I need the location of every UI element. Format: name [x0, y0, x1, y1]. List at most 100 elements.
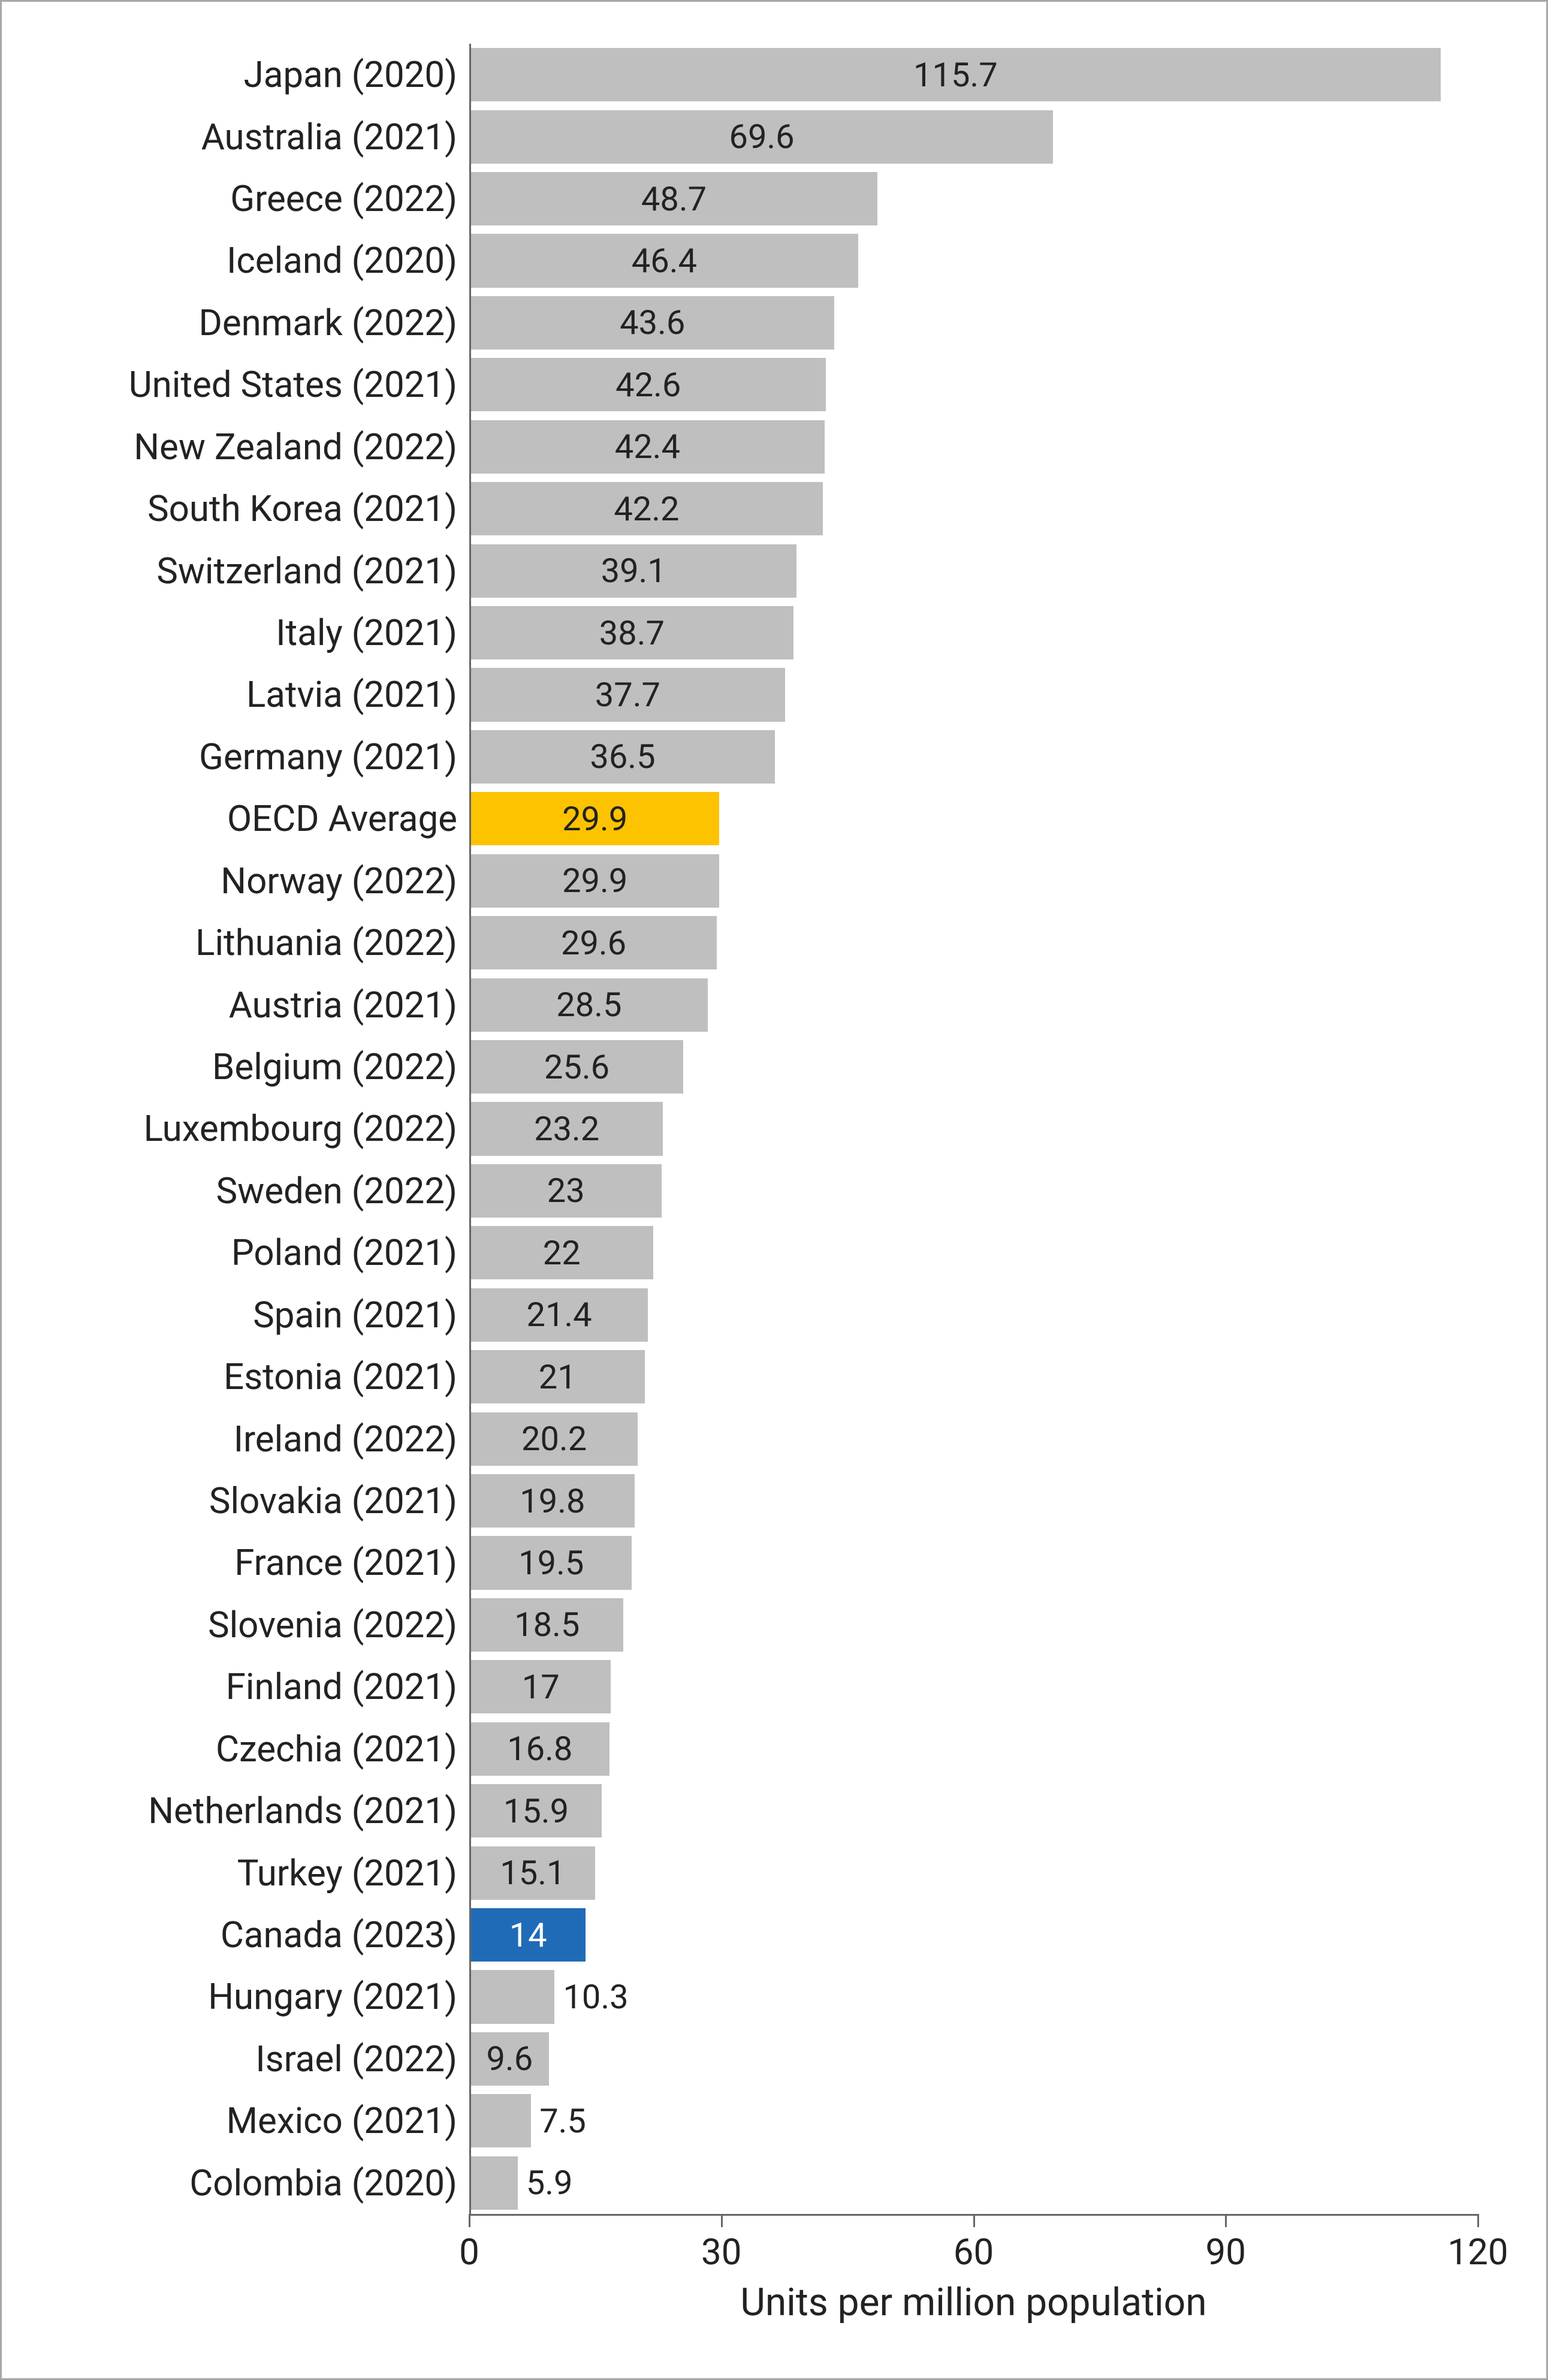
bar-chart: Japan (2020)Australia (2021)Greece (2022…: [38, 44, 1492, 2336]
bar: [469, 2155, 519, 2211]
bar: 22: [469, 1225, 654, 1281]
bar: 69.6: [469, 109, 1054, 165]
bar-value-label: 16.8: [507, 1729, 572, 1769]
y-axis-label: Ireland (2022): [234, 1411, 457, 1467]
bar-value-label: 10.3: [563, 1969, 628, 2024]
y-axis-label: Colombia (2020): [189, 2155, 457, 2211]
bar: 37.7: [469, 667, 786, 722]
bar: [469, 2093, 532, 2149]
bar: 23.2: [469, 1101, 664, 1156]
y-axis-label: Mexico (2021): [227, 2093, 457, 2149]
bar: 29.9: [469, 791, 720, 846]
bar: [469, 1969, 556, 2024]
bar-value-label: 39.1: [601, 551, 666, 591]
y-axis-label: Sweden (2022): [216, 1163, 457, 1219]
y-axis-label: Norway (2022): [221, 853, 457, 909]
y-axis-label: Switzerland (2021): [156, 543, 457, 599]
chart-frame: Japan (2020)Australia (2021)Greece (2022…: [0, 0, 1548, 2380]
y-axis-label: South Korea (2021): [147, 481, 457, 537]
bar-value-label: 42.6: [615, 365, 681, 405]
bar-value-label: 20.2: [521, 1419, 587, 1459]
y-axis-label: Latvia (2021): [246, 667, 457, 722]
bar-value-label: 29.6: [561, 923, 626, 963]
y-axis-label: Lithuania (2022): [195, 915, 457, 971]
bar-value-label: 21: [539, 1357, 577, 1397]
y-axis-label: Spain (2021): [253, 1287, 457, 1343]
bar: 15.1: [469, 1845, 596, 1901]
y-axis-label: Slovenia (2022): [208, 1597, 457, 1653]
bar-value-label: 42.2: [614, 489, 679, 529]
bar: 15.9: [469, 1783, 603, 1839]
y-axis-label: Greece (2022): [230, 171, 457, 227]
y-axis-label: France (2021): [234, 1535, 457, 1590]
bar: 19.8: [469, 1473, 636, 1529]
x-axis-title: Units per million population: [469, 2280, 1478, 2325]
bar: 9.6: [469, 2031, 550, 2087]
bar-value-label: 43.6: [620, 303, 685, 342]
bar-value-label: 18.5: [514, 1605, 580, 1644]
y-axis-label: Czechia (2021): [216, 1721, 457, 1777]
bar-value-label: 115.7: [913, 55, 998, 95]
y-axis-label: Japan (2020): [244, 47, 457, 103]
bar: 14: [469, 1907, 587, 1963]
y-labels-column: Japan (2020)Australia (2021)Greece (2022…: [38, 44, 457, 2210]
bar: 46.4: [469, 233, 859, 288]
y-axis-label: Italy (2021): [276, 605, 457, 661]
bar: 17: [469, 1659, 612, 1715]
y-axis-label: Denmark (2022): [198, 295, 457, 351]
y-axis-label: Israel (2022): [255, 2031, 457, 2087]
x-tick: [1225, 2214, 1227, 2227]
x-tick-label: 60: [926, 2231, 1022, 2273]
bar: 18.5: [469, 1597, 624, 1653]
x-tick-label: 90: [1178, 2231, 1274, 2273]
bar: 42.6: [469, 357, 827, 412]
bar: 21: [469, 1349, 646, 1405]
y-axis-label: Austria (2021): [229, 977, 457, 1033]
plot-area: 115.7 69.6 48.7 46.4 43.6 42.6 42.4 42.2 39.1 38.…: [469, 44, 1474, 2210]
bar-value-label: 69.6: [729, 117, 794, 156]
bar-value-label: 5.9: [526, 2155, 573, 2211]
bar-value-label: 22: [543, 1233, 581, 1273]
bar-value-label: 38.7: [599, 613, 665, 653]
x-tick: [1477, 2214, 1479, 2227]
bar: 42.4: [469, 419, 826, 475]
bar-value-label: 7.5: [539, 2093, 586, 2149]
bar: 115.7: [469, 47, 1442, 103]
bar-value-label: 29.9: [562, 799, 627, 839]
y-axis-label: Finland (2021): [226, 1659, 457, 1715]
bar: 21.4: [469, 1287, 649, 1343]
y-axis-label: Iceland (2020): [227, 233, 457, 288]
y-axis-label: Canada (2023): [221, 1907, 457, 1963]
bar: 23: [469, 1163, 663, 1219]
bar-value-label: 36.5: [590, 737, 655, 776]
bar-value-label: 19.5: [518, 1543, 584, 1583]
bar: 20.2: [469, 1411, 639, 1467]
bar: 28.5: [469, 977, 709, 1033]
y-axis-label: Turkey (2021): [237, 1845, 457, 1901]
bar: 25.6: [469, 1039, 684, 1095]
bar-value-label: 29.9: [562, 861, 627, 900]
bar-value-label: 15.1: [500, 1853, 565, 1893]
bar-value-label: 46.4: [632, 241, 697, 281]
bar-value-label: 42.4: [615, 427, 680, 466]
bar: 43.6: [469, 295, 835, 351]
bar: 36.5: [469, 729, 776, 785]
bar-value-label: 23.2: [534, 1109, 599, 1149]
y-axis-label: Luxembourg (2022): [144, 1101, 457, 1156]
x-tick: [469, 2214, 470, 2227]
bar-value-label: 14: [509, 1915, 547, 1955]
bar-value-label: 9.6: [486, 2039, 533, 2078]
bar: 29.9: [469, 853, 720, 909]
y-axis-label: Hungary (2021): [208, 1969, 457, 2024]
y-axis-label: Slovakia (2021): [209, 1473, 457, 1529]
bar-value-label: 17: [522, 1667, 560, 1707]
bar-value-label: 23: [547, 1171, 585, 1210]
y-axis-label: New Zealand (2022): [134, 419, 457, 475]
bar-value-label: 21.4: [526, 1295, 592, 1334]
x-tick-label: 120: [1430, 2231, 1526, 2273]
bar-value-label: 15.9: [503, 1791, 569, 1831]
bar: 16.8: [469, 1721, 611, 1777]
bar-value-label: 48.7: [641, 179, 707, 219]
y-axis-label: United States (2021): [129, 357, 457, 412]
y-axis-label: Netherlands (2021): [148, 1783, 457, 1839]
